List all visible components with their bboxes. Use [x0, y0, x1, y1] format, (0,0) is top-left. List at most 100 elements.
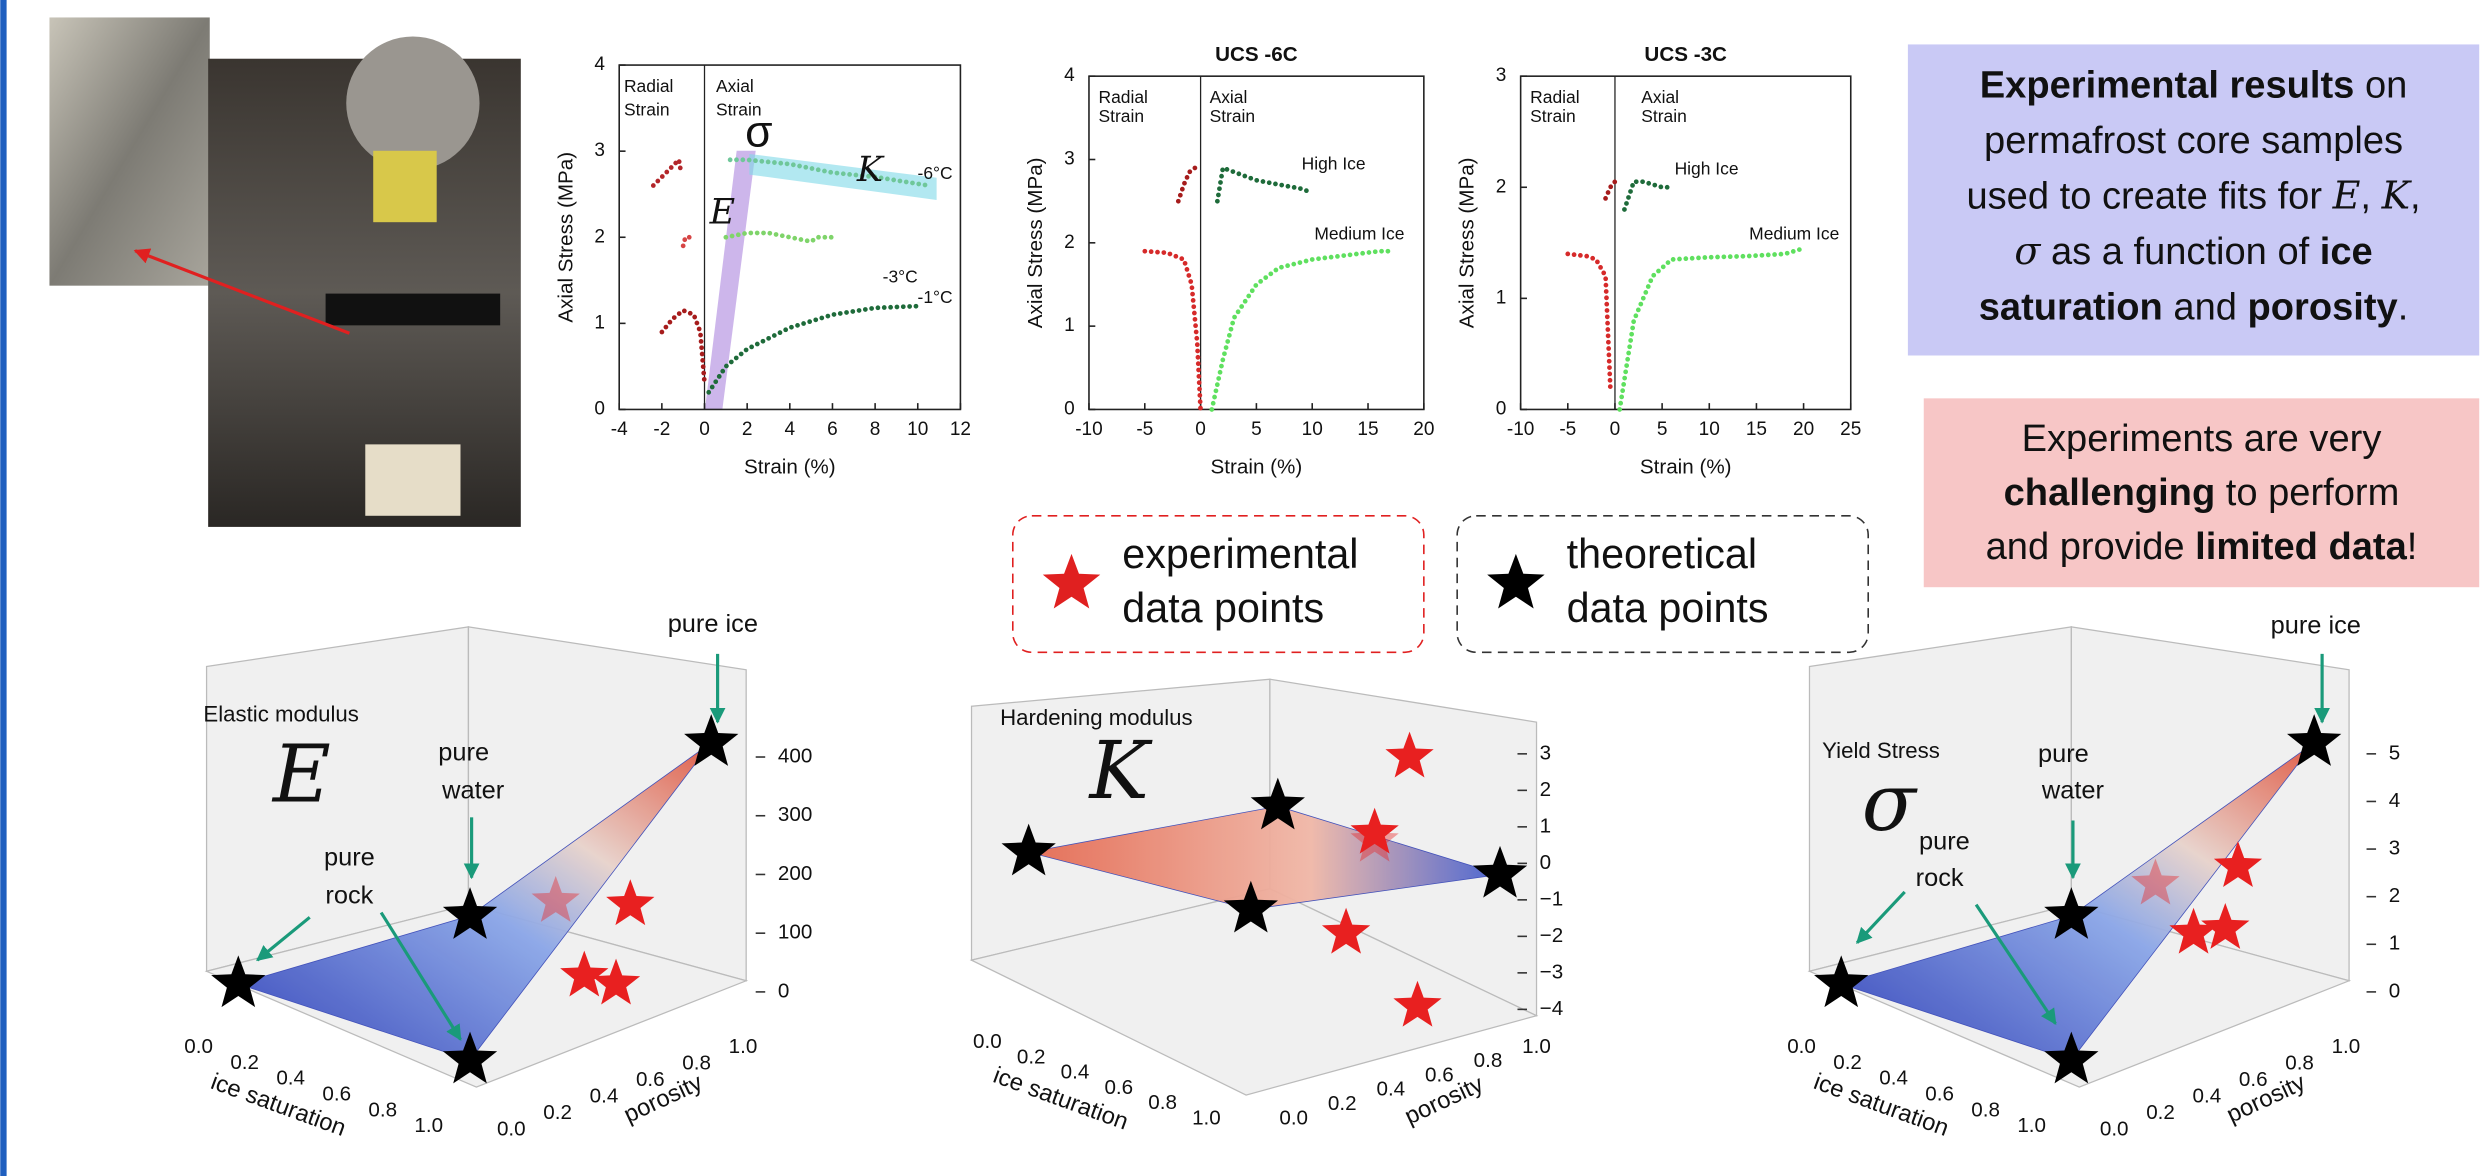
annotation: Strain	[624, 100, 670, 120]
y-tick-label: 0.0	[497, 1117, 526, 1140]
y-tick-label: 0.6	[636, 1068, 665, 1091]
annotation: Strain	[1098, 106, 1144, 126]
z-tick-label: 400	[778, 744, 812, 767]
x-tick-label: 0.8	[1971, 1098, 2000, 1121]
experimental-star	[1350, 815, 1399, 862]
text-run: Experiments are very	[2022, 418, 2382, 460]
data-series	[1214, 164, 1315, 204]
point-label: water	[2041, 777, 2105, 805]
x-tick-label: 0.8	[368, 1098, 397, 1121]
point-label: pure	[324, 843, 375, 871]
x-axis-label: Strain (%)	[744, 456, 836, 479]
experimental-star	[531, 876, 580, 922]
text-run: ice	[2320, 231, 2373, 273]
point-arrow	[379, 911, 462, 1041]
data-series	[723, 230, 840, 245]
y-axis-label: Axial Stress (MPa)	[1024, 157, 1047, 328]
y-tick-label: 1.0	[729, 1035, 758, 1058]
y-tick-label: 1.0	[1522, 1035, 1551, 1058]
plot-symbol: E	[271, 727, 331, 820]
z-tick-label: 200	[778, 862, 812, 885]
core-photo	[49, 17, 210, 286]
y-tick-label: 0.0	[1279, 1106, 1308, 1129]
plot-title: UCS -6C	[1215, 43, 1298, 66]
theoretical-star	[1250, 777, 1305, 830]
annotation: -3°C	[883, 266, 918, 286]
info-text: used to create fits for E, K,	[1966, 173, 2420, 218]
text-run: on	[2354, 64, 2407, 106]
y-tick-label: 3	[1064, 149, 1075, 170]
z-tick-label: −1	[1540, 887, 1564, 910]
theoretical-star	[1472, 845, 1528, 898]
y-tick-label: 3	[594, 140, 605, 161]
theoretical-star	[2287, 714, 2342, 766]
y-tick-label: 1	[594, 312, 605, 333]
x-tick-label: 5	[1251, 419, 1262, 440]
info-text: and provide limited data!	[1986, 526, 2418, 568]
text-run: σ	[2014, 228, 2041, 272]
theoretical-star	[2044, 887, 2099, 939]
theoretical-star	[1223, 880, 1278, 933]
legend-text: experimental	[1122, 531, 1358, 577]
annotation: Radial	[1530, 87, 1579, 107]
x-tick-label: -4	[611, 419, 628, 440]
text-run: as a function of	[2040, 231, 2319, 273]
theoretical-star	[1814, 955, 1869, 1008]
y-tick-label: 4	[1064, 65, 1075, 86]
point-label: water	[441, 777, 505, 805]
annotation: Strain	[1641, 106, 1687, 126]
experimental-star	[560, 950, 609, 997]
legend-text: data points	[1567, 585, 1769, 631]
data-series	[727, 157, 931, 188]
z-tick-label: 0	[1540, 851, 1551, 874]
y-tick-label: 0	[594, 398, 605, 419]
text-run: and provide	[1986, 526, 2196, 568]
z-tick-label: −3	[1540, 960, 1564, 983]
y-tick-label: 4	[594, 54, 605, 75]
y-tick-label: 0.4	[2193, 1084, 2222, 1107]
annotation: Axial	[1210, 87, 1248, 107]
y-tick-label: 2	[1064, 232, 1075, 253]
x-tick-label: 1.0	[1192, 1106, 1221, 1129]
x-tick-label: 0	[699, 419, 710, 440]
info-text: Experiments are very	[2022, 418, 2382, 460]
x-tick-label: 1.0	[414, 1114, 443, 1137]
x-axis-label: Strain (%)	[1640, 456, 1732, 479]
side-bar	[0, 0, 7, 1176]
legend-text: theoretical	[1567, 531, 1757, 577]
annotation: Axial	[716, 76, 754, 96]
z-tick-label: 0	[778, 979, 789, 1002]
text-run: !	[2407, 526, 2418, 568]
theoretical-star	[684, 714, 739, 766]
y-tick-label: 2	[594, 226, 605, 247]
y-tick-label: 0.8	[2285, 1051, 2314, 1074]
x-tick-label: 10	[1302, 419, 1323, 440]
x-tick-label: 0.8	[1148, 1091, 1177, 1114]
z-tick-label: 1	[1540, 814, 1551, 837]
annotation: σ	[745, 108, 772, 157]
point-label: rock	[1916, 864, 1964, 892]
x-tick-label: 0.6	[1925, 1083, 1954, 1106]
data-series	[1209, 248, 1393, 412]
x-tick-label: 0.0	[1787, 1035, 1816, 1058]
experimental-star	[606, 879, 655, 926]
x-tick-label: 0	[1610, 419, 1621, 440]
z-tick-label: 300	[778, 803, 812, 826]
rig-part	[346, 36, 480, 170]
text-run: porosity	[2248, 287, 2398, 329]
text-run: saturation	[1979, 287, 2163, 329]
info-text: saturation and porosity.	[1979, 287, 2409, 329]
data-series	[659, 307, 707, 386]
y-axis-label: Axial Stress (MPa)	[1456, 157, 1479, 328]
data-series	[1142, 248, 1203, 412]
z-tick-label: 5	[2389, 741, 2400, 764]
info-text: challenging to perform	[2004, 472, 2400, 514]
x-tick-label: 6	[827, 419, 838, 440]
data-series	[1565, 251, 1613, 390]
z-tick-label: 4	[2389, 789, 2400, 812]
theoretical-star	[1001, 823, 1056, 876]
x-tick-label: -10	[1075, 419, 1103, 440]
x-tick-label: 15	[1357, 419, 1378, 440]
data-series	[1617, 245, 1806, 412]
